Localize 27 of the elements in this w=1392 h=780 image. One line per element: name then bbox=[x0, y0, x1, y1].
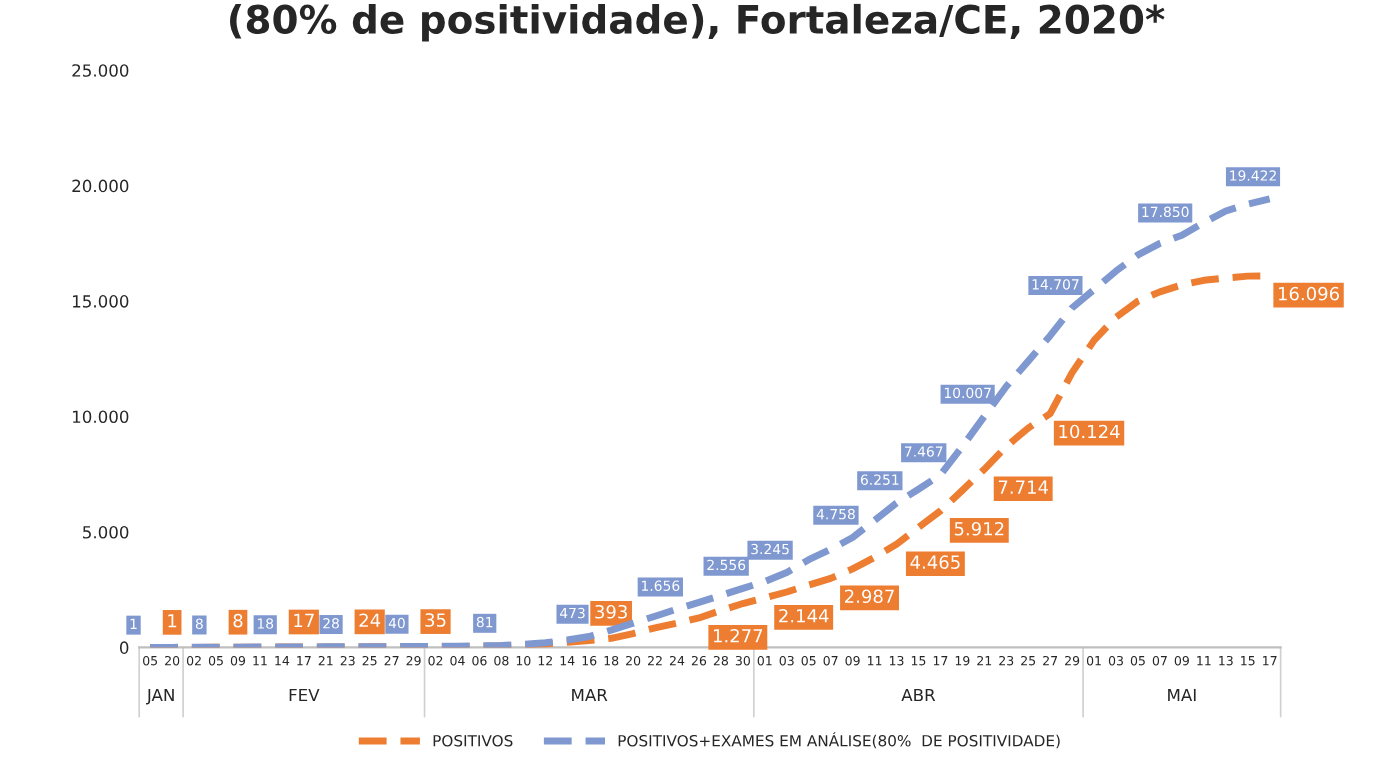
data-label: 2.987 bbox=[845, 589, 894, 604]
y-tick-label: 5.000 bbox=[83, 525, 129, 539]
line-series bbox=[146, 195, 1274, 648]
y-tick-label: 10.000 bbox=[72, 410, 129, 424]
data-label: 10.124 bbox=[1059, 424, 1120, 439]
y-tick-label: 15.000 bbox=[72, 295, 129, 308]
text: MAR bbox=[572, 688, 608, 702]
y-tick-label: 0 bbox=[119, 641, 129, 654]
data-label: 35 bbox=[425, 613, 446, 627]
text: FEV bbox=[289, 688, 320, 702]
data-label: 1 bbox=[168, 614, 177, 628]
y-tick-label: 20.000 bbox=[72, 179, 129, 193]
y-tick-label: 25.000 bbox=[72, 64, 129, 77]
chart-title: (80% de positividade), Fortaleza/CE, 2020* bbox=[230, 3, 1165, 42]
data-label: 24 bbox=[359, 613, 381, 627]
data-label: 4.465 bbox=[910, 555, 960, 569]
text: JAN bbox=[146, 688, 174, 705]
data-label: 393 bbox=[595, 604, 627, 619]
data-label: 5.912 bbox=[954, 521, 1004, 536]
data-label: 16.096 bbox=[1278, 286, 1340, 301]
data-label: 17 bbox=[294, 613, 314, 627]
data-label: 7.714 bbox=[998, 480, 1049, 494]
text: ABR bbox=[901, 688, 936, 702]
data-label: 1.277 bbox=[713, 628, 763, 643]
data-label: 2.144 bbox=[779, 608, 829, 623]
data-label: 8 bbox=[233, 613, 243, 628]
text: MAI bbox=[1168, 688, 1196, 702]
